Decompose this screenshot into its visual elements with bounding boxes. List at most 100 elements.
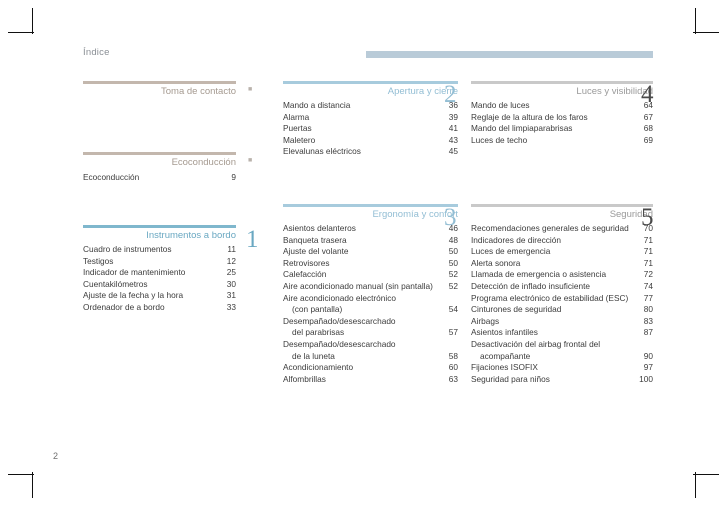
toc-entry-label: Calefacción bbox=[283, 269, 327, 280]
toc-entry-label-line2: del parabrisas bbox=[292, 327, 345, 338]
toc-entry-label: Luces de techo bbox=[471, 134, 528, 145]
toc-entry-label-line1: Desempañado/desescarchado bbox=[283, 338, 396, 349]
toc-entry-label: Ajuste de la fecha y la hora bbox=[83, 290, 184, 301]
section-ergonomia-y-confort[interactable]: Ergonomía y confort Asientos delanteros … bbox=[283, 204, 458, 384]
section-rule bbox=[283, 81, 458, 84]
toc-entry[interactable]: Seguridad para niños 100 bbox=[471, 374, 653, 386]
toc-entry[interactable]: Desempañado/desescarchado del parabrisas… bbox=[283, 316, 458, 339]
toc-entry-page: 58 bbox=[448, 350, 458, 361]
toc-entry[interactable]: Maletero 43 bbox=[283, 135, 458, 147]
toc-entry[interactable]: Cuentakilómetros 30 bbox=[83, 279, 236, 291]
toc-entry[interactable]: Aire acondicionado manual (sin pantalla)… bbox=[283, 281, 458, 293]
toc-entry-label: Retrovisores bbox=[283, 257, 330, 268]
crop-mark bbox=[695, 472, 696, 498]
toc-entry[interactable]: Alarma 39 bbox=[283, 112, 458, 124]
section-instrumentos-a-bordo[interactable]: Instrumentos a bordo Cuadro de instrumen… bbox=[83, 225, 236, 312]
toc-entry-label: Testigos bbox=[83, 255, 114, 266]
toc-entry[interactable]: Ecoconducción 9 bbox=[83, 172, 236, 184]
toc-entry[interactable]: Recomendaciones generales de seguridad 7… bbox=[471, 223, 653, 235]
toc-entry-page: 45 bbox=[448, 146, 458, 157]
toc-entry-label: Alfombrillas bbox=[283, 373, 326, 384]
section-apertura-y-cierre[interactable]: Apertura y cierre Mando a distancia 36 A… bbox=[283, 81, 458, 156]
toc-entry[interactable]: Retrovisores 50 bbox=[283, 258, 458, 270]
toc-entry[interactable]: Reglaje de la altura de los faros 67 bbox=[471, 112, 653, 124]
section-rule bbox=[471, 81, 653, 84]
crop-mark bbox=[8, 32, 34, 33]
section-seguridad[interactable]: Seguridad Recomendaciones generales de s… bbox=[471, 204, 653, 384]
toc-entry[interactable]: Luces de emergencia 71 bbox=[471, 246, 653, 258]
section-number: 3 bbox=[444, 204, 457, 231]
toc-entry-page: 90 bbox=[643, 350, 653, 361]
toc-entry[interactable]: Desempañado/desescarchado de la luneta 5… bbox=[283, 339, 458, 362]
toc-entry[interactable]: Detección de inflado insuficiente 74 bbox=[471, 281, 653, 293]
toc-entry-label: Desactivación del airbag frontal del aco… bbox=[471, 339, 600, 362]
toc-entry-page: 39 bbox=[448, 111, 458, 122]
section-toma-de-contacto[interactable]: Toma de contacto bbox=[83, 81, 236, 101]
toc-entry-label-line1: Aire acondicionado electrónico bbox=[283, 292, 397, 303]
section-ecoconduccion[interactable]: Ecoconducción Ecoconducción 9 bbox=[83, 152, 236, 182]
section-title: Ecoconducción bbox=[171, 157, 236, 168]
toc-entry[interactable]: Indicador de mantenimiento 25 bbox=[83, 267, 236, 279]
toc-entry[interactable]: Llamada de emergencia o asistencia 72 bbox=[471, 269, 653, 281]
toc-entry-page: 41 bbox=[448, 123, 458, 134]
toc-entry[interactable]: Alfombrillas 63 bbox=[283, 374, 458, 386]
toc-entry-page: 67 bbox=[643, 111, 653, 122]
toc-entry[interactable]: Cuadro de instrumentos 11 bbox=[83, 244, 236, 256]
toc-entry-label-line1: Desempañado/desescarchado bbox=[283, 315, 396, 326]
toc-entry[interactable]: Ajuste de la fecha y la hora 31 bbox=[83, 290, 236, 302]
toc-entry[interactable]: Mando de luces 64 bbox=[471, 100, 653, 112]
crop-mark bbox=[693, 32, 719, 33]
toc-entry[interactable]: Asientos infantiles 87 bbox=[471, 327, 653, 339]
crop-mark bbox=[695, 8, 696, 34]
toc-entry-page: 77 bbox=[643, 292, 653, 303]
toc-entry-label: Seguridad para niños bbox=[471, 373, 550, 384]
toc-entry[interactable]: Aire acondicionado electrónico (con pant… bbox=[283, 293, 458, 316]
toc-entry[interactable]: Cinturones de seguridad 80 bbox=[471, 304, 653, 316]
section-luces-y-visibilidad[interactable]: Luces y visibilidad Mando de luces 64 Re… bbox=[471, 81, 653, 145]
section-number: 4 bbox=[641, 81, 654, 108]
toc-entry-label: Asientos delanteros bbox=[283, 223, 356, 233]
toc-entry-label: Luces de emergencia bbox=[471, 246, 551, 257]
toc-entry-label: Elevalunas eléctricos bbox=[283, 146, 361, 157]
toc-entry-label: Aire acondicionado manual (sin pantalla) bbox=[283, 280, 433, 291]
toc-entry-label: Desempañado/desescarchado de la luneta bbox=[283, 339, 396, 362]
toc-entry-label: Airbags bbox=[471, 315, 500, 326]
section-title: Apertura y cierre bbox=[387, 86, 458, 97]
toc-entry[interactable]: Acondicionamiento 60 bbox=[283, 362, 458, 374]
toc-entry[interactable]: Desactivación del airbag frontal del aco… bbox=[471, 339, 653, 362]
toc-entry[interactable]: Puertas 41 bbox=[283, 123, 458, 135]
toc-entry[interactable]: Indicadores de dirección 71 bbox=[471, 235, 653, 247]
section-title: Toma de contacto bbox=[161, 86, 236, 97]
toc-entry[interactable]: Ordenador de a bordo 33 bbox=[83, 302, 236, 314]
toc-entry-label: Mando de luces bbox=[471, 100, 530, 110]
toc-entry-label: Recomendaciones generales de seguridad bbox=[471, 223, 629, 233]
toc-entry-label-line2: acompañante bbox=[480, 350, 531, 361]
toc-entry[interactable]: Alerta sonora 71 bbox=[471, 258, 653, 270]
crop-mark bbox=[693, 474, 719, 475]
toc-entry[interactable]: Testigos 12 bbox=[83, 256, 236, 268]
toc-entry-page: 52 bbox=[448, 269, 458, 280]
toc-entry-label: Fijaciones ISOFIX bbox=[471, 362, 538, 373]
toc-entry[interactable]: Banqueta trasera 48 bbox=[283, 235, 458, 247]
toc-entry[interactable]: Ajuste del volante 50 bbox=[283, 246, 458, 258]
toc-entry[interactable]: Mando a distancia 36 bbox=[283, 100, 458, 112]
toc-entry[interactable]: Elevalunas eléctricos 45 bbox=[283, 146, 458, 158]
toc-entry[interactable]: Asientos delanteros 46 bbox=[283, 223, 458, 235]
toc-entry-label: Acondicionamiento bbox=[283, 362, 354, 373]
toc-entry-page: 74 bbox=[643, 280, 653, 291]
toc-entry[interactable]: Fijaciones ISOFIX 97 bbox=[471, 362, 653, 374]
crop-mark bbox=[32, 472, 33, 498]
toc-entry[interactable]: Luces de techo 69 bbox=[471, 135, 653, 147]
toc-entry-page: 46 bbox=[448, 223, 458, 233]
toc-entry-label: Alarma bbox=[283, 111, 310, 122]
toc-entry[interactable]: Mando del limpiaparabrisas 68 bbox=[471, 123, 653, 135]
toc-entry-page: 33 bbox=[226, 301, 236, 312]
toc-entry[interactable]: Programa electrónico de estabilidad (ESC… bbox=[471, 293, 653, 305]
toc-entry[interactable]: Airbags 83 bbox=[471, 316, 653, 328]
header-bar bbox=[366, 51, 653, 58]
toc-entry[interactable]: Calefacción 52 bbox=[283, 269, 458, 281]
toc-entry-label: Llamada de emergencia o asistencia bbox=[471, 269, 607, 280]
toc-entry-label: Ordenador de a bordo bbox=[83, 301, 165, 312]
toc-entry-page: 54 bbox=[448, 304, 458, 315]
